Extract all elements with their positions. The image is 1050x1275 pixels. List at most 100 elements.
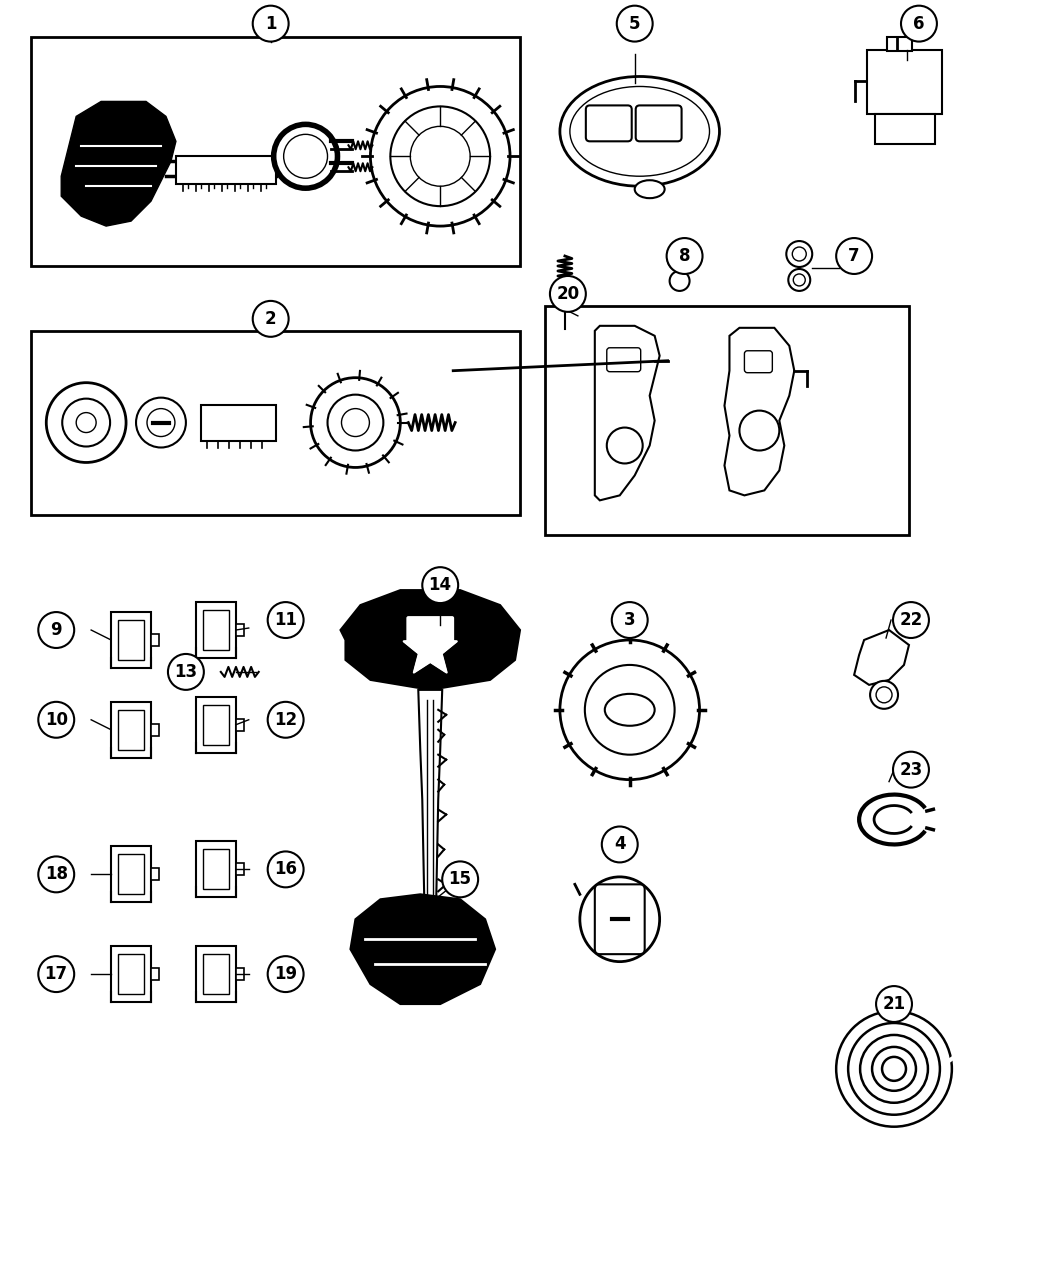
Bar [236, 623, 244, 636]
Text: 16: 16 [274, 861, 297, 878]
Text: 4: 4 [614, 835, 626, 853]
Circle shape [38, 857, 75, 892]
Text: 1: 1 [265, 14, 276, 33]
Text: 15: 15 [448, 871, 471, 889]
Bar [236, 863, 244, 876]
Bar [111, 701, 151, 757]
Circle shape [670, 272, 690, 291]
Text: 9: 9 [50, 621, 62, 639]
Circle shape [560, 640, 699, 779]
Bar [32, 37, 520, 266]
Bar [111, 847, 151, 903]
Polygon shape [724, 328, 794, 496]
Text: 6: 6 [914, 14, 925, 33]
Bar [203, 609, 229, 650]
Circle shape [892, 752, 929, 788]
Circle shape [667, 238, 702, 274]
FancyBboxPatch shape [594, 885, 645, 954]
Polygon shape [340, 590, 520, 690]
Ellipse shape [570, 87, 710, 176]
Circle shape [168, 654, 204, 690]
Polygon shape [403, 622, 457, 672]
Bar [196, 697, 236, 752]
Bar [545, 306, 909, 536]
FancyBboxPatch shape [586, 106, 632, 142]
Bar [201, 404, 276, 441]
Circle shape [442, 862, 478, 898]
Bar [118, 954, 144, 995]
Circle shape [253, 5, 289, 42]
FancyBboxPatch shape [635, 106, 681, 142]
Text: 22: 22 [900, 611, 923, 629]
Text: 7: 7 [848, 247, 860, 265]
Circle shape [876, 687, 892, 703]
Circle shape [793, 247, 806, 261]
Circle shape [901, 5, 937, 42]
Circle shape [836, 238, 873, 274]
Circle shape [268, 852, 303, 887]
Circle shape [341, 408, 370, 436]
Text: 8: 8 [679, 247, 690, 265]
Circle shape [411, 126, 470, 186]
Circle shape [739, 411, 779, 450]
Polygon shape [61, 102, 176, 226]
Circle shape [268, 956, 303, 992]
Circle shape [268, 701, 303, 738]
Text: 21: 21 [882, 994, 905, 1014]
Bar [203, 849, 229, 890]
Bar [151, 968, 159, 980]
Bar [196, 946, 236, 1002]
Circle shape [147, 408, 175, 436]
Bar [151, 724, 159, 736]
Circle shape [422, 567, 458, 603]
Text: 13: 13 [174, 663, 197, 681]
Circle shape [253, 301, 289, 337]
Ellipse shape [634, 180, 665, 198]
Text: 3: 3 [624, 611, 635, 629]
Polygon shape [594, 326, 659, 500]
Ellipse shape [580, 877, 659, 961]
Polygon shape [418, 690, 442, 979]
Bar [875, 115, 934, 144]
Circle shape [77, 413, 97, 432]
Circle shape [38, 956, 75, 992]
Bar [118, 710, 144, 750]
Circle shape [668, 247, 692, 272]
Circle shape [789, 269, 811, 291]
Bar [236, 968, 244, 980]
Text: 5: 5 [629, 14, 640, 33]
Bar [203, 705, 229, 745]
Circle shape [786, 241, 813, 266]
Text: 11: 11 [274, 611, 297, 629]
Circle shape [892, 602, 929, 638]
Ellipse shape [560, 76, 719, 186]
Circle shape [607, 427, 643, 463]
Circle shape [38, 701, 75, 738]
Bar [176, 157, 276, 184]
Circle shape [870, 681, 898, 709]
Text: 19: 19 [274, 965, 297, 983]
Circle shape [136, 398, 186, 448]
Text: 14: 14 [428, 576, 452, 594]
Circle shape [616, 5, 653, 42]
Circle shape [328, 395, 383, 450]
Text: 2: 2 [265, 310, 276, 328]
Circle shape [46, 382, 126, 463]
FancyBboxPatch shape [607, 348, 640, 372]
Circle shape [284, 134, 328, 179]
Polygon shape [351, 894, 496, 1003]
Circle shape [38, 612, 75, 648]
Bar [111, 946, 151, 1002]
Bar [118, 620, 144, 660]
Circle shape [794, 274, 805, 286]
Circle shape [62, 399, 110, 446]
Circle shape [674, 252, 686, 265]
Bar [32, 330, 520, 515]
Circle shape [274, 125, 337, 189]
Ellipse shape [605, 694, 654, 725]
Bar [111, 612, 151, 668]
Circle shape [268, 602, 303, 638]
Text: 12: 12 [274, 710, 297, 729]
FancyBboxPatch shape [744, 351, 773, 372]
Circle shape [371, 87, 510, 226]
